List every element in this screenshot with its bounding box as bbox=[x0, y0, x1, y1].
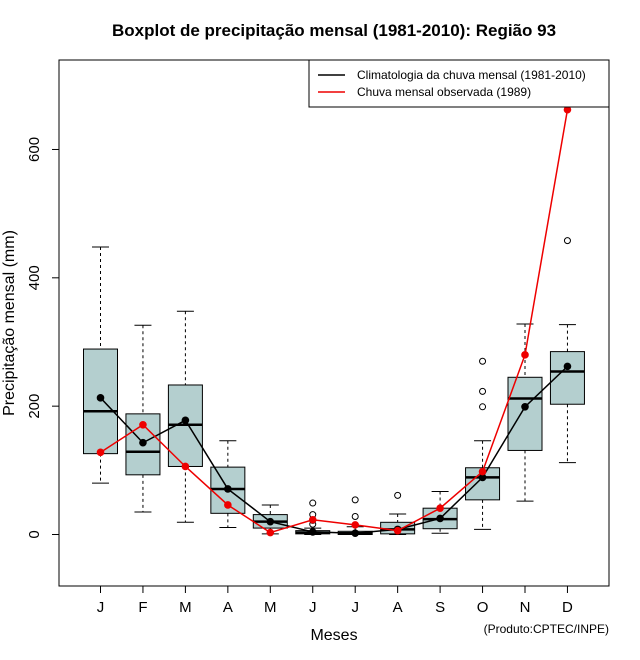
series-1-point-3 bbox=[224, 501, 232, 509]
y-tick-label-600: 600 bbox=[26, 137, 43, 162]
series-1-point-9 bbox=[478, 467, 487, 476]
box-1 bbox=[125, 324, 161, 513]
legend-box bbox=[308, 59, 610, 108]
y-tick-label-0: 0 bbox=[26, 530, 43, 538]
outlier-point bbox=[351, 513, 359, 521]
series-line-0 bbox=[99, 365, 568, 534]
series-0-point-11 bbox=[563, 362, 572, 371]
chart-title: Boxplot de precipitação mensal (1981-201… bbox=[112, 21, 556, 40]
series-0-point-3 bbox=[224, 485, 232, 493]
outlier-point bbox=[563, 237, 571, 245]
box-11 bbox=[549, 237, 585, 464]
y-tick-label-400: 400 bbox=[26, 265, 43, 290]
y-axis: 0 200 400 600 bbox=[26, 137, 60, 539]
series-1-point-5 bbox=[308, 515, 317, 524]
box-10 bbox=[507, 323, 543, 502]
box-body bbox=[83, 348, 118, 455]
series-1-point-1 bbox=[139, 420, 147, 429]
y-axis-label: Precipitação mensal (mm) bbox=[1, 230, 18, 416]
box-0 bbox=[83, 246, 118, 484]
x-tick-label-4: M bbox=[264, 599, 277, 616]
series-1-point-7 bbox=[393, 526, 402, 535]
series-1-point-4 bbox=[266, 528, 275, 537]
x-tick-label-8: S bbox=[435, 599, 445, 616]
outlier-point bbox=[394, 491, 402, 499]
x-tick-label-0: J bbox=[97, 599, 105, 616]
x-tick-label-6: J bbox=[351, 599, 359, 616]
x-axis-label: Meses bbox=[310, 627, 357, 644]
outlier-point bbox=[479, 403, 487, 411]
x-tick-label-5: J bbox=[309, 599, 317, 616]
series-1-point-10 bbox=[521, 351, 529, 359]
legend: Climatologia da chuva mensal (1981-2010)… bbox=[308, 59, 610, 108]
series-line-1 bbox=[100, 109, 569, 534]
y-tick-label-200: 200 bbox=[26, 394, 43, 419]
series-0-point-10 bbox=[521, 403, 529, 411]
x-tick-label-2: M bbox=[179, 599, 192, 616]
plot-frame bbox=[58, 59, 610, 587]
series-0-point-4 bbox=[266, 517, 275, 526]
x-tick-label-1: F bbox=[138, 599, 147, 616]
box-3 bbox=[210, 440, 246, 528]
series-0-point-9 bbox=[478, 473, 487, 482]
outlier-point bbox=[479, 357, 487, 365]
outlier-point bbox=[351, 496, 359, 504]
series-0-point-2 bbox=[181, 416, 190, 425]
x-tick-label-9: O bbox=[477, 599, 489, 616]
x-tick-label-3: A bbox=[223, 599, 233, 616]
outlier-point bbox=[309, 499, 317, 507]
credit-text: (Produto:CPTEC/INPE) bbox=[484, 622, 609, 636]
outlier-point bbox=[479, 387, 487, 395]
x-tick-label-11: D bbox=[562, 599, 573, 616]
series-0-point-6 bbox=[351, 529, 360, 538]
series-1-point-2 bbox=[181, 462, 190, 471]
series-1-point-6 bbox=[351, 521, 360, 529]
series-1-point-11 bbox=[563, 105, 572, 114]
series-0-point-5 bbox=[308, 528, 317, 536]
series-1-point-0 bbox=[96, 448, 105, 457]
series-0-point-8 bbox=[436, 514, 444, 523]
series-lines bbox=[96, 105, 572, 538]
series-0-point-0 bbox=[96, 394, 105, 402]
box-body bbox=[507, 376, 543, 451]
series-1-point-8 bbox=[436, 504, 444, 512]
x-tick-label-10: N bbox=[520, 599, 531, 616]
series-0-point-1 bbox=[139, 438, 147, 447]
box-9 bbox=[465, 357, 501, 530]
legend-label-observed: Chuva mensal observada (1989) bbox=[357, 85, 531, 99]
box-group bbox=[83, 237, 585, 536]
legend-label-climatology: Climatologia da chuva mensal (1981-2010) bbox=[357, 68, 586, 82]
x-tick-label-7: A bbox=[393, 599, 403, 616]
box-6 bbox=[337, 496, 373, 536]
